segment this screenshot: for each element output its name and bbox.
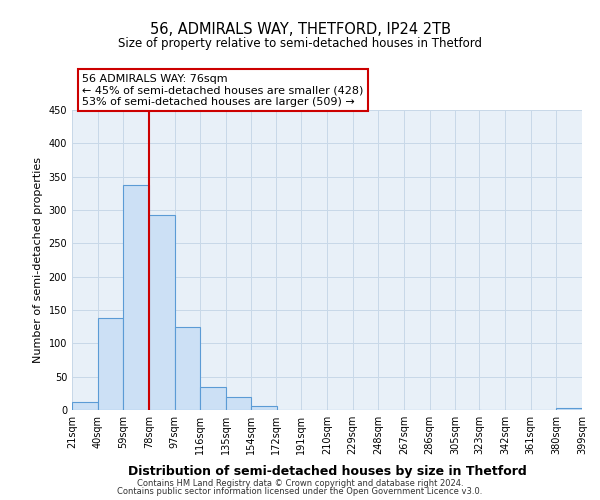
Text: 56 ADMIRALS WAY: 76sqm
← 45% of semi-detached houses are smaller (428)
53% of se: 56 ADMIRALS WAY: 76sqm ← 45% of semi-det… bbox=[82, 74, 364, 107]
Bar bbox=[98, 318, 123, 410]
Bar bbox=[226, 398, 251, 410]
Text: Contains public sector information licensed under the Open Government Licence v3: Contains public sector information licen… bbox=[118, 487, 482, 496]
Bar bbox=[556, 408, 582, 410]
Text: 56, ADMIRALS WAY, THETFORD, IP24 2TB: 56, ADMIRALS WAY, THETFORD, IP24 2TB bbox=[149, 22, 451, 38]
Y-axis label: Number of semi-detached properties: Number of semi-detached properties bbox=[33, 157, 43, 363]
Text: Size of property relative to semi-detached houses in Thetford: Size of property relative to semi-detach… bbox=[118, 38, 482, 51]
Bar bbox=[175, 328, 200, 410]
Bar bbox=[123, 186, 149, 410]
Bar bbox=[149, 216, 175, 410]
Text: Contains HM Land Registry data © Crown copyright and database right 2024.: Contains HM Land Registry data © Crown c… bbox=[137, 478, 463, 488]
Bar bbox=[72, 402, 98, 410]
X-axis label: Distribution of semi-detached houses by size in Thetford: Distribution of semi-detached houses by … bbox=[128, 466, 526, 478]
Bar bbox=[200, 386, 226, 410]
Bar bbox=[251, 406, 277, 410]
